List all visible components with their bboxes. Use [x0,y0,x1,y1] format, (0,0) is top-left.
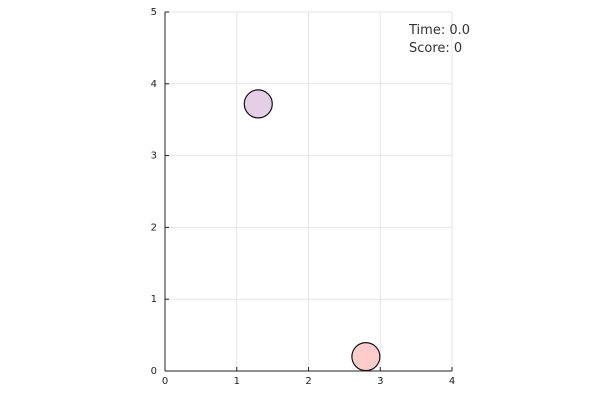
y-tick-label: 4 [151,79,157,90]
y-tick-label: 5 [151,7,157,18]
tick-layer: 0 1 2 3 4 0 1 2 3 4 5 [151,7,456,387]
x-tick-label: 1 [234,376,240,387]
x-tick-label: 3 [377,376,383,387]
points-layer [243,89,381,372]
x-tick-label: 0 [162,376,168,387]
scatter-point [351,342,381,372]
scatter-point [243,89,273,119]
y-tick-label: 2 [151,222,157,233]
x-tick-label: 2 [305,376,311,387]
time-readout: Time: 0.0 [408,23,470,38]
x-tick-label: 4 [449,376,455,387]
score-readout: Score: 0 [409,41,462,56]
grid-layer [164,11,453,372]
y-tick-label: 0 [151,366,157,377]
y-tick-label: 3 [151,151,157,162]
y-tick-label: 1 [151,294,157,305]
